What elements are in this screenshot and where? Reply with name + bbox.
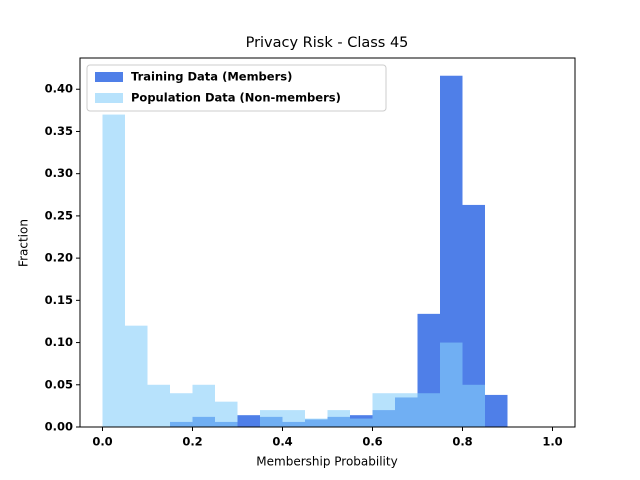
y-tick-label: 0.40	[45, 82, 73, 96]
bar	[215, 401, 238, 427]
bar	[350, 418, 373, 427]
bar	[372, 393, 395, 427]
bar	[192, 384, 215, 427]
bar	[305, 418, 328, 427]
bar	[170, 393, 193, 427]
chart-title: Privacy Risk - Class 45	[246, 35, 409, 51]
bar	[237, 415, 260, 427]
bar	[462, 204, 485, 427]
x-tick-label: 1.0	[542, 435, 562, 449]
legend-label: Population Data (Non-members)	[131, 91, 341, 105]
legend-swatch	[95, 72, 123, 82]
bar	[462, 384, 485, 427]
bar	[485, 394, 508, 427]
x-tick-label: 0.4	[272, 435, 292, 449]
legend-label: Training Data (Members)	[131, 70, 292, 84]
bar	[395, 393, 418, 427]
y-tick-label: 0.30	[45, 166, 73, 180]
bar	[102, 114, 125, 427]
bar	[282, 410, 305, 427]
bar	[147, 384, 170, 427]
y-tick-label: 0.20	[45, 251, 73, 265]
legend: Training Data (Members) Population Data (…	[86, 64, 387, 112]
y-tick-label: 0.10	[45, 335, 73, 349]
x-tick-label: 0.8	[452, 435, 472, 449]
bar	[440, 342, 463, 427]
x-tick-label: 0.2	[182, 435, 202, 449]
y-tick-label: 0.35	[45, 124, 73, 138]
y-tick-label: 0.25	[45, 208, 73, 222]
y-tick-label: 0.00	[45, 420, 73, 434]
x-tick-label: 0.0	[92, 435, 112, 449]
plot-frame	[79, 57, 576, 428]
y-axis-label: Fraction	[17, 219, 31, 267]
y-tick-label: 0.15	[45, 293, 73, 307]
x-tick-label: 0.6	[362, 435, 382, 449]
bar	[125, 325, 148, 427]
bar	[260, 410, 283, 427]
x-axis-label: Membership Probability	[256, 455, 397, 469]
legend-swatch	[95, 93, 123, 103]
bar	[327, 410, 350, 427]
legend-box	[86, 64, 387, 112]
bar	[417, 393, 440, 427]
y-tick-label: 0.05	[45, 377, 73, 391]
bar	[440, 75, 463, 427]
